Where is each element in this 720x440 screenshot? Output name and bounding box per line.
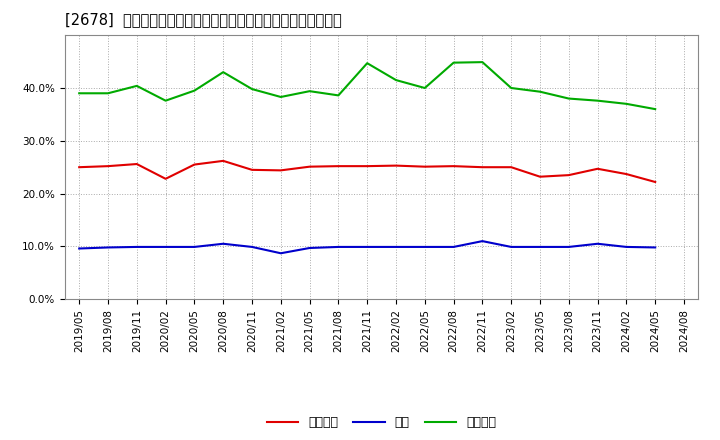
売上債権 [104, 164, 112, 169]
買入債務 [334, 93, 343, 98]
在庫 [219, 241, 228, 246]
買入債務 [161, 98, 170, 103]
買入債務 [190, 88, 199, 93]
在庫 [536, 244, 544, 249]
Line: 在庫: 在庫 [79, 241, 655, 253]
売上債権 [75, 165, 84, 170]
売上債権 [219, 158, 228, 164]
買入債務 [248, 86, 256, 92]
売上債権 [536, 174, 544, 180]
売上債権 [276, 168, 285, 173]
売上債権 [564, 172, 573, 178]
売上債権 [478, 165, 487, 170]
売上債権 [651, 180, 660, 185]
売上債権 [392, 163, 400, 168]
在庫 [392, 244, 400, 249]
買入債務 [305, 88, 314, 94]
Text: [2678]  売上債権、在庫、買入債務の総資産に対する比率の推移: [2678] 売上債権、在庫、買入債務の総資産に対する比率の推移 [65, 12, 341, 27]
在庫 [305, 246, 314, 251]
買入債務 [75, 91, 84, 96]
在庫 [248, 244, 256, 249]
在庫 [363, 244, 372, 249]
在庫 [420, 244, 429, 249]
買入債務 [651, 106, 660, 112]
在庫 [104, 245, 112, 250]
買入債務 [104, 91, 112, 96]
買入債務 [420, 85, 429, 91]
売上債権 [248, 167, 256, 172]
買入債務 [507, 85, 516, 91]
在庫 [449, 244, 458, 249]
在庫 [507, 244, 516, 249]
在庫 [593, 241, 602, 246]
在庫 [75, 246, 84, 251]
売上債権 [363, 164, 372, 169]
売上債権 [190, 162, 199, 167]
売上債権 [334, 164, 343, 169]
買入債務 [392, 77, 400, 83]
買入債務 [219, 70, 228, 75]
Line: 売上債権: 売上債権 [79, 161, 655, 182]
買入債務 [363, 61, 372, 66]
Legend: 売上債権, 在庫, 買入債務: 売上債権, 在庫, 買入債務 [267, 416, 496, 429]
在庫 [564, 244, 573, 249]
在庫 [161, 244, 170, 249]
売上債権 [305, 164, 314, 169]
買入債務 [449, 60, 458, 65]
買入債務 [622, 101, 631, 106]
在庫 [132, 244, 141, 249]
買入債務 [276, 94, 285, 99]
売上債権 [132, 161, 141, 167]
在庫 [478, 238, 487, 244]
売上債権 [622, 172, 631, 177]
売上債権 [449, 164, 458, 169]
在庫 [190, 244, 199, 249]
在庫 [622, 244, 631, 249]
売上債権 [507, 165, 516, 170]
在庫 [334, 244, 343, 249]
買入債務 [536, 89, 544, 94]
買入債務 [593, 98, 602, 103]
売上債権 [161, 176, 170, 181]
Line: 買入債務: 買入債務 [79, 62, 655, 109]
買入債務 [132, 83, 141, 88]
買入債務 [478, 59, 487, 65]
買入債務 [564, 96, 573, 101]
売上債権 [420, 164, 429, 169]
在庫 [276, 251, 285, 256]
在庫 [651, 245, 660, 250]
売上債権 [593, 166, 602, 172]
